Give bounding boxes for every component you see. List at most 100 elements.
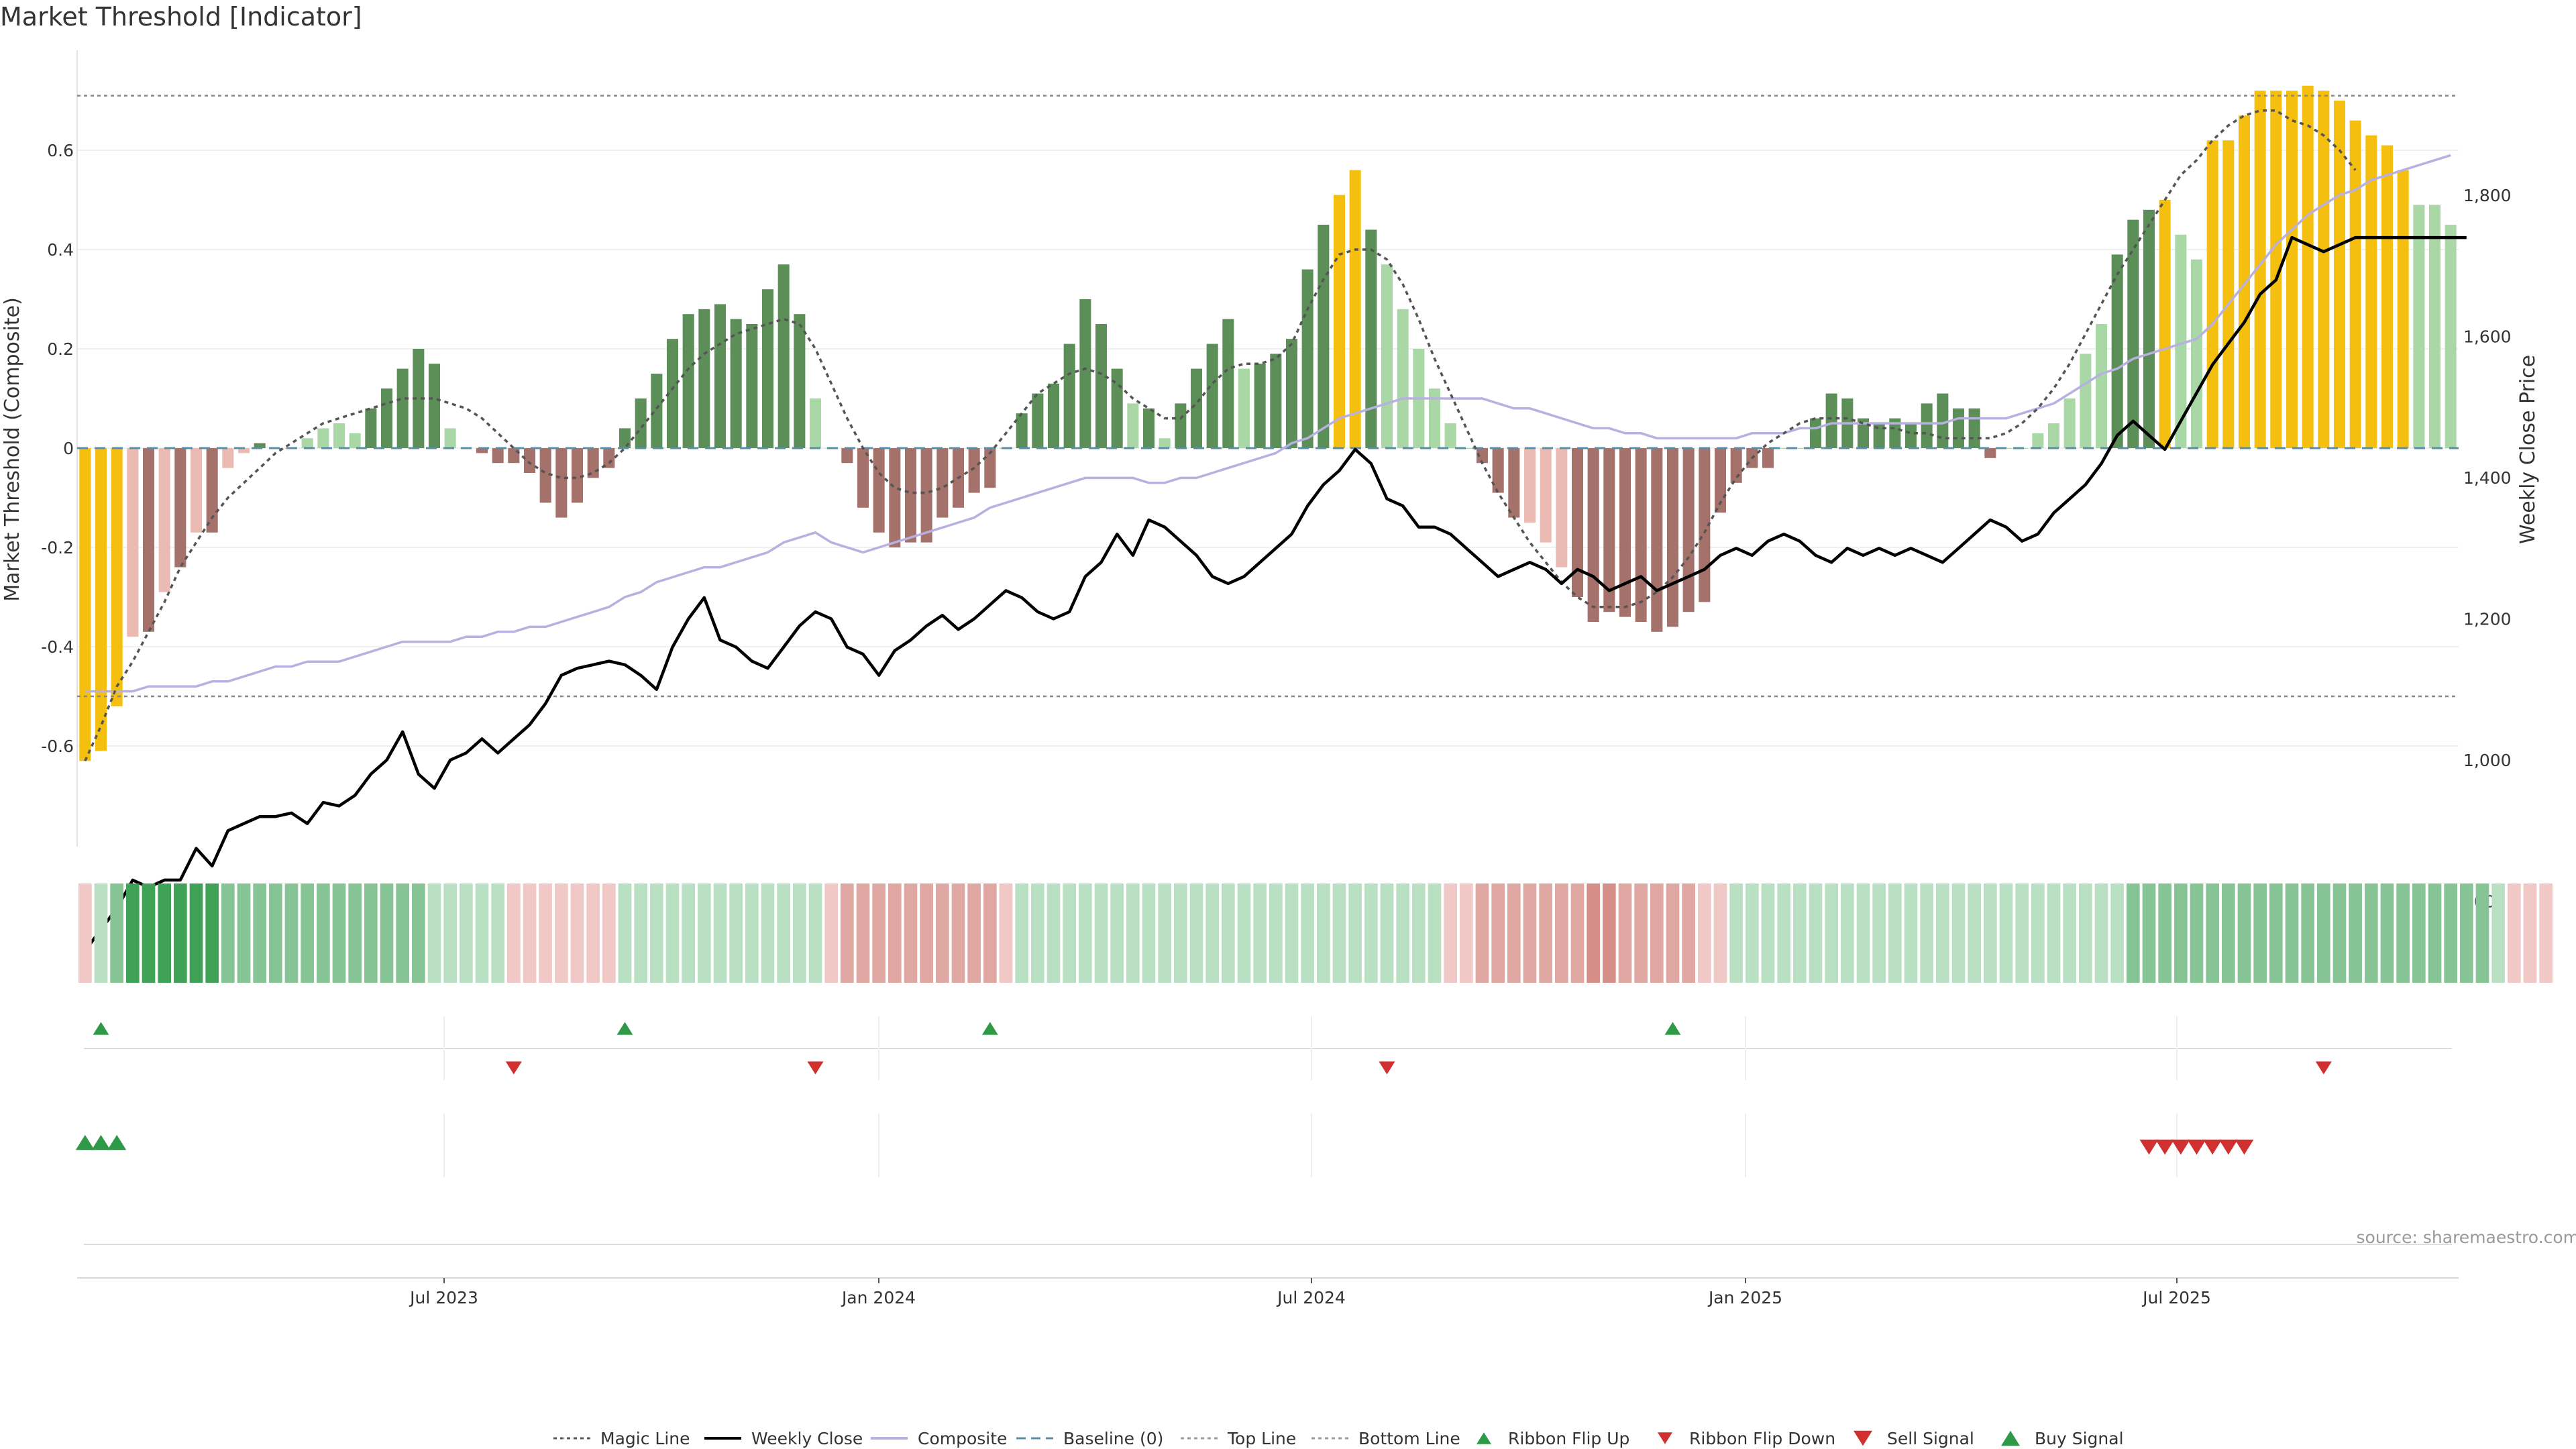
- composite-bar: [1047, 383, 1060, 448]
- composite-bar: [1873, 423, 1885, 448]
- composite-bar: [1190, 368, 1203, 448]
- composite-bar: [174, 448, 186, 568]
- ribbon-segment: [1603, 883, 1616, 983]
- ribbon-segment: [2015, 883, 2029, 983]
- ribbon-segment: [1888, 883, 1902, 983]
- composite-bar: [2222, 140, 2235, 448]
- legend-item: Bottom Line: [1311, 1429, 1460, 1448]
- composite-bar: [1063, 343, 1075, 448]
- composite-bar: [555, 448, 568, 518]
- y-tick-label: -0.4: [41, 637, 74, 657]
- ribbon-segment: [2301, 883, 2314, 983]
- ribbon-segment: [1079, 883, 1092, 983]
- ribbon-segment: [1968, 883, 1981, 983]
- composite-bar: [206, 448, 218, 533]
- ribbon-segment: [1491, 883, 1505, 983]
- composite-bar: [1699, 448, 1711, 602]
- ribbon-segment: [317, 883, 330, 983]
- ribbon-segment: [1475, 883, 1489, 983]
- ribbon-segment: [682, 883, 695, 983]
- legend-item: Weekly Close: [704, 1429, 863, 1448]
- ribbon-segment: [872, 883, 885, 983]
- composite-bar: [492, 448, 504, 464]
- ribbon-segment: [650, 883, 663, 983]
- ribbon-segment: [1984, 883, 1997, 983]
- composite-bar: [1270, 354, 1282, 448]
- composite-bar: [1492, 448, 1504, 493]
- composite-bar: [2286, 91, 2298, 448]
- composite-bar: [1857, 418, 1870, 448]
- composite-bar: [1556, 448, 1568, 568]
- composite-bar: [2333, 101, 2346, 448]
- composite-bar: [413, 349, 425, 448]
- composite-bar: [333, 423, 345, 448]
- ribbon-segment: [713, 883, 727, 983]
- ribbon-segment: [460, 883, 473, 983]
- ribbon-segment: [1348, 883, 1362, 983]
- ribbon-segment: [364, 883, 378, 983]
- ribbon-segment: [110, 883, 123, 983]
- composite-bar: [2302, 85, 2314, 449]
- composite-bar: [1397, 309, 1409, 448]
- composite-bar: [2238, 115, 2251, 448]
- ribbon-segment: [2222, 883, 2235, 983]
- ribbon-segment: [1936, 883, 1949, 983]
- ribbon-segment: [1253, 883, 1267, 983]
- ribbon-segment: [904, 883, 918, 983]
- composite-bar: [1508, 448, 1520, 518]
- ribbon-segment: [94, 883, 108, 983]
- composite-bar: [1285, 339, 1298, 448]
- ribbon-segment: [380, 883, 394, 983]
- ribbon-segment: [2444, 883, 2457, 983]
- sell-signal-marker: [2235, 1139, 2254, 1155]
- ribbon-segment: [2539, 883, 2553, 983]
- x-tick-label: Jul 2023: [409, 1288, 478, 1307]
- ribbon-segment: [2094, 883, 2108, 983]
- ribbon-segment: [1126, 883, 1140, 983]
- ribbon-segment: [2110, 883, 2124, 983]
- legend-item: Buy Signal: [2001, 1429, 2124, 1448]
- y-tick-label: 0: [63, 439, 74, 458]
- ribbon-segment: [1746, 883, 1759, 983]
- composite-bar: [428, 364, 441, 448]
- y2-tick-label: 1,800: [2463, 186, 2512, 205]
- composite-bar: [777, 264, 790, 448]
- ribbon-flip-down-marker: [505, 1061, 522, 1075]
- composite-bar: [1159, 438, 1171, 448]
- composite-bar: [1904, 423, 1917, 448]
- legend-label: Weekly Close: [751, 1429, 863, 1448]
- composite-bar: [857, 448, 869, 508]
- ribbon-segment: [920, 883, 933, 983]
- composite-bar: [571, 448, 584, 503]
- weekly-close-line: [84, 235, 2467, 952]
- ribbon-segment: [539, 883, 552, 983]
- x-tick-label: Jul 2024: [1276, 1288, 1346, 1307]
- ribbon-segment: [1904, 883, 1918, 983]
- composite-bar: [1968, 408, 1980, 448]
- composite-bar: [968, 448, 980, 493]
- composite-bar: [1603, 448, 1615, 612]
- ribbon-segment: [1317, 883, 1330, 983]
- ribbon-segment: [1332, 883, 1346, 983]
- ribbon-segment: [1460, 883, 1473, 983]
- composite-bar: [1571, 448, 1584, 597]
- ribbon-segment: [586, 883, 600, 983]
- ribbon-segment: [1031, 883, 1044, 983]
- ribbon-segment: [2523, 883, 2537, 983]
- ribbon-segment: [602, 883, 616, 983]
- composite-bar: [1301, 269, 1313, 448]
- composite-bar: [539, 448, 551, 503]
- composite-bar: [2254, 91, 2266, 448]
- sell-signal-marker: [2171, 1139, 2190, 1155]
- ribbon-segment: [634, 883, 647, 983]
- composite-bar: [2270, 91, 2282, 448]
- legend-item: Top Line: [1181, 1429, 1296, 1448]
- ribbon-segment: [237, 883, 251, 983]
- ribbon-segment: [824, 883, 838, 983]
- magic-line: [84, 109, 2357, 761]
- ribbon-segment: [2349, 883, 2362, 983]
- composite-bar: [2349, 120, 2361, 448]
- y-tick-label: 0.2: [47, 339, 74, 359]
- ribbon-segment: [951, 883, 965, 983]
- composite-bar: [1381, 264, 1393, 448]
